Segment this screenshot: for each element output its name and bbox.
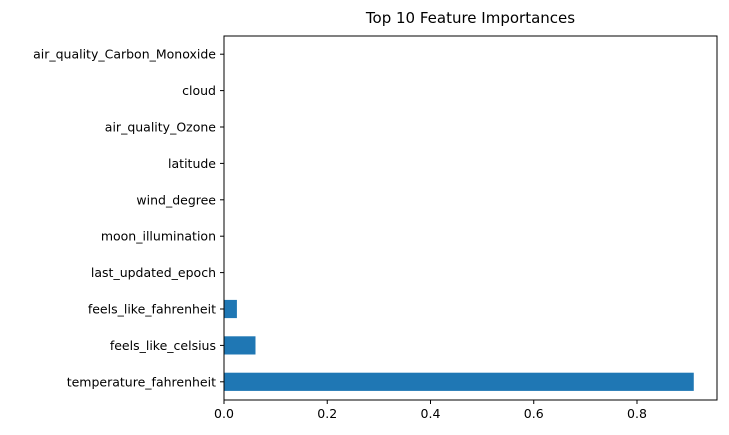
y-tick-label: latitude	[168, 156, 216, 171]
y-tick-label: feels_like_celsius	[110, 338, 216, 353]
y-tick-label: moon_illumination	[101, 229, 216, 244]
bar	[224, 299, 237, 319]
chart-title: Top 10 Feature Importances	[365, 9, 575, 27]
y-tick-label: air_quality_Carbon_Monoxide	[33, 47, 216, 62]
y-axis-ticks: temperature_fahrenheit feels_like_celsius…	[33, 47, 224, 389]
x-tick-label: 0.8	[627, 406, 647, 421]
bars-group	[224, 45, 694, 391]
bar	[224, 372, 694, 391]
x-tick-label: 0.6	[524, 406, 544, 421]
x-tick-label: 0.2	[317, 406, 337, 421]
y-tick-label: air_quality_Ozone	[105, 120, 217, 135]
x-tick-label: 0.4	[421, 406, 441, 421]
y-tick-label: temperature_fahrenheit	[67, 374, 216, 389]
y-tick-label: last_updated_epoch	[91, 265, 216, 280]
x-tick-label: 0.0	[214, 406, 234, 421]
y-tick-label: feels_like_fahrenheit	[88, 302, 216, 317]
y-tick-label: wind_degree	[136, 192, 216, 207]
y-tick-label: cloud	[182, 83, 216, 98]
plot-frame	[223, 35, 718, 401]
x-axis-ticks: 0.0 0.2 0.4 0.6 0.8	[214, 400, 647, 421]
bar	[224, 336, 256, 355]
